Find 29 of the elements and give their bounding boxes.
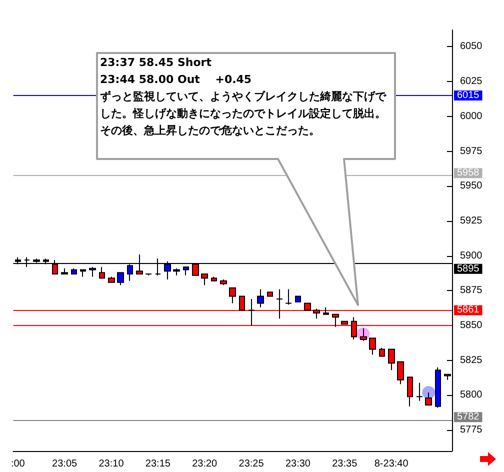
x-tick-label: 23:05 — [52, 458, 78, 470]
y-tick-label: 5950 — [460, 180, 483, 192]
x-tick-label: 23:10 — [98, 458, 124, 470]
y-tick-label: 5975 — [460, 146, 483, 157]
annotation: 23:44 58.00 Out +0.45 — [100, 72, 253, 88]
y-tick-label: 6000 — [460, 110, 483, 122]
y-tick-label: 6025 — [460, 76, 483, 88]
x-tick-label: 23:30 — [285, 458, 311, 470]
annotation: 23:37 58.45 Short — [100, 55, 212, 71]
x-tick-label: 8-23:40 — [374, 458, 409, 470]
y-tick-label: 5875 — [460, 285, 483, 296]
ref-line-label: 5958 — [457, 168, 480, 179]
y-tick-label: 5850 — [460, 320, 483, 332]
annotation: ずっと監視していて、ようやくブレイクした綺麗な下げでした。怪しげな動きになったのでトレイル設定して脱出。その後、急上昇したので危ないとこだった。 — [100, 89, 388, 139]
y-tick-label: 5825 — [460, 354, 483, 366]
y-tick-label: 5800 — [460, 390, 483, 401]
y-tick-label: 5775 — [460, 424, 483, 436]
x-tick-label: 23:20 — [192, 458, 218, 470]
y-tick-label: 5900 — [460, 250, 483, 262]
ref-line-label: 5861 — [457, 304, 480, 316]
y-tick-label: 5925 — [460, 215, 483, 226]
ref-line-label: 5895 — [457, 263, 480, 274]
x-tick-label: 23:35 — [332, 458, 358, 470]
x-tick-label: :00 — [10, 458, 26, 470]
y-tick-label: 6050 — [460, 41, 483, 52]
ref-line-label: 5782 — [457, 412, 480, 423]
x-tick-label: 23:25 — [238, 458, 264, 470]
x-tick-label: 23:15 — [145, 458, 171, 470]
ref-line-label: 6015 — [457, 90, 480, 102]
